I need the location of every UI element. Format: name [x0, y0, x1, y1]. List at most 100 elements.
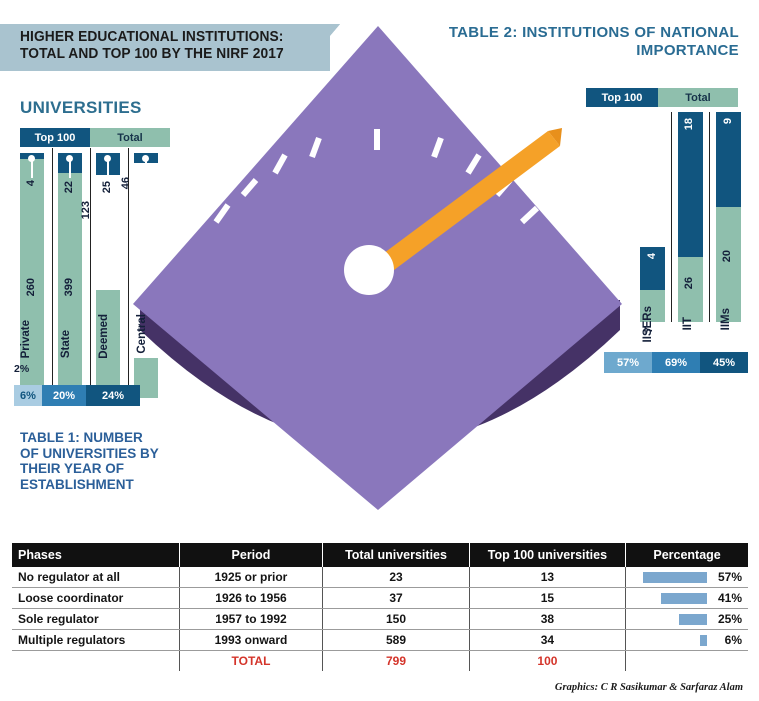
cell-total: 589 [322, 629, 470, 651]
table2-top100-bar-iims [716, 112, 741, 207]
universities-category-deemed: Deemed [98, 314, 110, 359]
table-header-row: Phases Period Total universities Top 100… [12, 543, 748, 567]
percentage-value: 6% [724, 633, 742, 647]
percentage-bar-wrap: 57% [632, 570, 742, 584]
header-title-line2: TOTAL AND TOP 100 BY THE NIRF 2017 [20, 46, 284, 62]
universities-column-private: 4 260 [20, 153, 44, 398]
table-body: No regulator at all 1925 or prior 23 13 57% L… [12, 567, 748, 671]
header-banner [0, 24, 330, 71]
legend-total-table2: Total [658, 88, 738, 107]
table2-percentage-strip: 57% 69% 45% [604, 352, 748, 373]
table2-category-iisers: IISERs [642, 306, 654, 343]
universities-top100-value-private: 4 [25, 180, 37, 187]
table2-total-value-iit: 26 [683, 277, 695, 290]
cell-phase: No regulator at all [12, 567, 180, 588]
cell-top100: 13 [469, 567, 627, 588]
universities-pin-dot-private [28, 155, 35, 162]
table2-column-iisers: 4 7 [640, 247, 665, 333]
cell-period: 1926 to 1956 [179, 587, 324, 609]
table2-section-title: TABLE 2: INSTITUTIONS OF NATIONAL IMPORT… [439, 24, 739, 60]
cell-percentage: 57% [625, 567, 748, 588]
universities-leader-line-central [128, 148, 129, 392]
gauge-needle-tip [548, 128, 562, 146]
universities-top100-value-deemed: 25 [101, 181, 113, 194]
universities-total-bar-private [20, 153, 44, 398]
universities-pin-deemed [107, 156, 109, 178]
percentage-value: 57% [717, 570, 742, 584]
percentage-bar-wrap: 6% [632, 633, 742, 647]
table-row: Sole regulator 1957 to 1992 150 38 25% [12, 608, 748, 630]
cell-top100: 38 [469, 608, 627, 630]
cell-phase: Sole regulator [12, 608, 180, 630]
column-header-phases: Phases [12, 543, 180, 567]
cell-total: 150 [322, 608, 470, 630]
total-universities: 799 [322, 650, 470, 671]
table2-percentage-iit: 69% [652, 352, 700, 373]
percentage-bar [643, 571, 707, 583]
gauge-hub [344, 245, 394, 295]
universities-total-value-central: 46 [120, 177, 132, 190]
table2-top100-value-iisers: 4 [646, 253, 658, 260]
gauge-ticks [213, 129, 540, 225]
universities-total-value-state: 399 [63, 278, 75, 297]
cap-board-light [133, 26, 622, 510]
column-header-percentage: Percentage [625, 543, 748, 567]
universities-percentage-private-callout: 2% [14, 363, 30, 375]
cap-base-dark [140, 300, 620, 445]
total-label: TOTAL [179, 650, 324, 671]
percentage-bar [679, 613, 707, 625]
universities-column-state: 22 399 [58, 153, 82, 398]
universities-total-bar-state [58, 153, 82, 398]
cell-total: 37 [322, 587, 470, 609]
universities-percentage-state: 20% [42, 385, 86, 406]
table2-top100-value-iims: 9 [722, 118, 734, 125]
table2-title-line2: IMPORTANCE [636, 42, 739, 59]
universities-top100-value-state: 22 [63, 181, 75, 194]
table2-top100-bar-iit [678, 112, 703, 257]
percentage-bar-wrap: 41% [632, 591, 742, 605]
header-banner-slant [300, 24, 340, 71]
universities-total-value-private: 260 [25, 278, 37, 297]
header-title-line1: HIGHER EDUCATIONAL INSTITUTIONS: [20, 29, 284, 45]
universities-percentage-deemed: 24% [86, 385, 140, 406]
universities-pin-dot-deemed [104, 155, 111, 162]
table2-top100-value-iit: 18 [683, 118, 695, 131]
universities-percentage-strip: 6% 20% 24% [14, 385, 140, 406]
column-header-period: Period [179, 543, 324, 567]
cell-top100: 15 [469, 587, 627, 609]
universities-pin-state [69, 156, 71, 178]
cell-percentage: 41% [625, 587, 748, 609]
table2-total-value-iims: 20 [721, 250, 733, 263]
legend-top100-universities: Top 100 [20, 128, 90, 147]
table2-category-iit: IIT [682, 317, 694, 331]
universities-pin-dot-state [66, 155, 73, 162]
universities-pin-central [145, 156, 147, 172]
universities-pin-dot-central [142, 155, 149, 162]
cell-phase: Multiple regulators [12, 629, 180, 651]
universities-category-state: State [60, 330, 72, 359]
universities-bar-chart: 4 260 22 399 25 123 11 46 [14, 148, 164, 398]
cell-phase: Loose coordinator [12, 587, 180, 609]
universities-column-deemed: 25 123 [80, 153, 120, 398]
table2-legend: Top 100 Total [586, 88, 738, 107]
column-header-total-universities: Total universities [322, 543, 470, 567]
table2-category-iims: IIMs [720, 308, 732, 331]
universities-column-central: 11 46 [120, 153, 158, 398]
table-row: No regulator at all 1925 or prior 23 13 57% [12, 567, 748, 588]
percentage-bar [700, 634, 707, 646]
table-row: Loose coordinator 1926 to 1956 37 15 41% [12, 587, 748, 609]
percentage-value: 25% [717, 612, 742, 626]
total-blank [12, 650, 180, 671]
table1-data-table: Phases Period Total universities Top 100… [12, 543, 748, 671]
universities-pin-private [31, 156, 33, 178]
total-top100: 100 [469, 650, 627, 671]
total-percentage-blank [626, 651, 748, 672]
cell-period: 1993 onward [179, 629, 324, 651]
gauge-needle [372, 131, 560, 276]
cell-period: 1925 or prior [179, 567, 324, 588]
table2-top100-bar-iisers [640, 247, 665, 290]
universities-legend: Top 100 Total [20, 128, 170, 147]
universities-percentage-private: 6% [14, 385, 42, 406]
percentage-value: 41% [717, 591, 742, 605]
